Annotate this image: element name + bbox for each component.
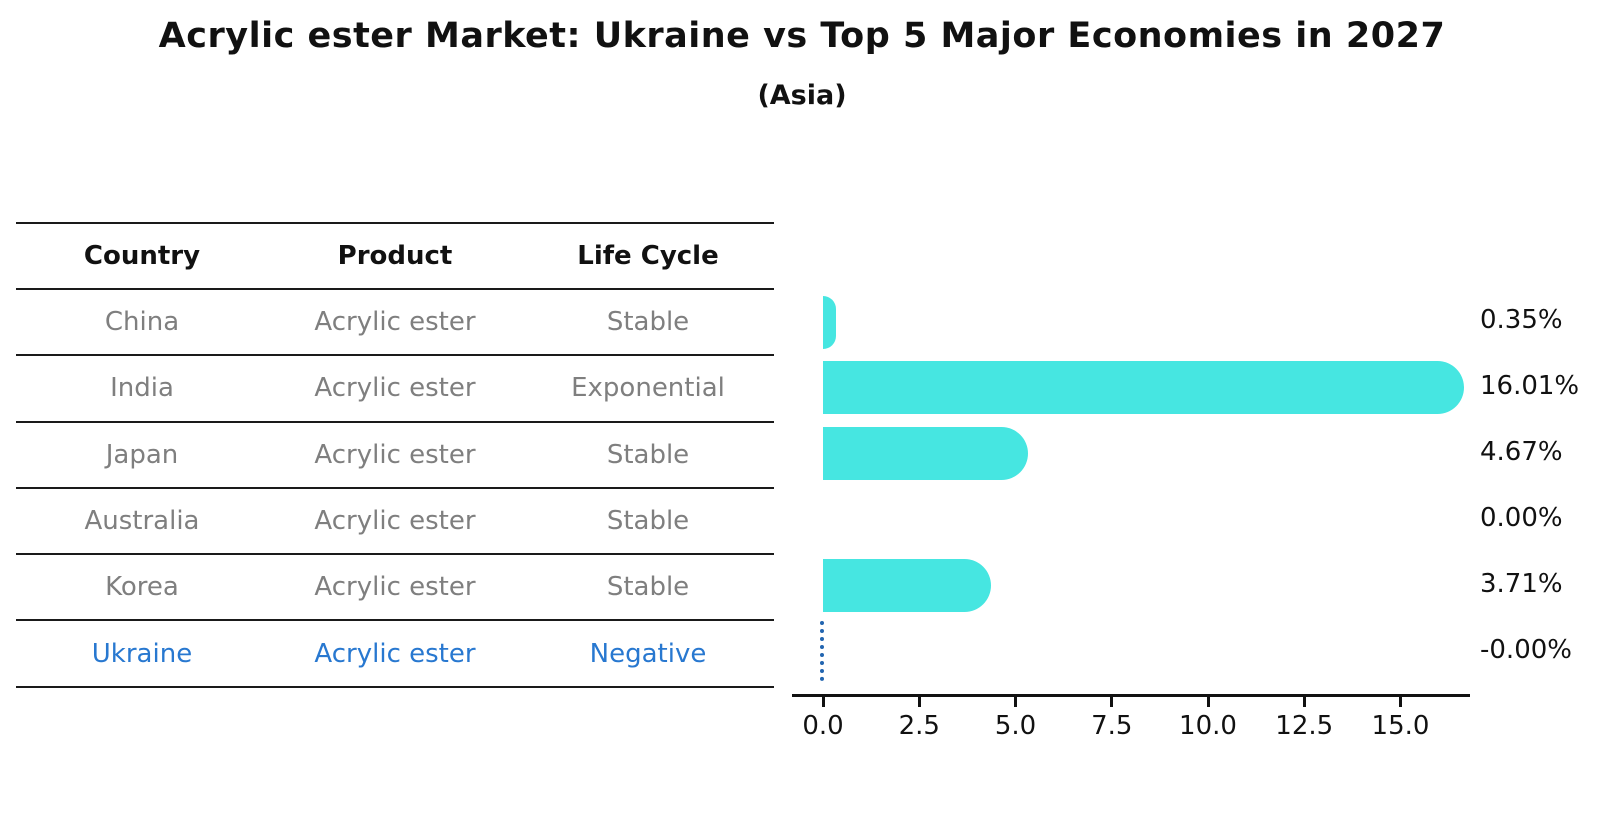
- value-label-korea: 3.71%: [1480, 568, 1563, 599]
- value-label-japan: 4.67%: [1480, 436, 1563, 467]
- cell-product: Acrylic ester: [314, 506, 476, 537]
- ukraine-zero-marker: [820, 620, 824, 681]
- x-tick-label: 0.0: [802, 711, 844, 741]
- column-header-product: Product: [337, 241, 453, 271]
- value-label-china: 0.35%: [1480, 305, 1563, 335]
- cell-country: Australia: [84, 506, 200, 537]
- x-tick-label: 12.5: [1275, 711, 1334, 741]
- x-tick-label: 5.0: [994, 711, 1037, 741]
- x-axis-tick: [821, 697, 825, 707]
- x-tick-label: 7.5: [1091, 711, 1133, 741]
- table-row: Korea Acrylic ester Stable: [16, 555, 774, 622]
- x-axis-tick: [1014, 697, 1017, 707]
- value-label-ukraine: -0.00%: [1480, 634, 1572, 665]
- cell-country: Japan: [105, 439, 179, 470]
- cell-product: Acrylic ester: [314, 307, 476, 338]
- cell-life-cycle: Stable: [606, 506, 690, 537]
- table-row: China Acrylic ester Stable: [16, 290, 774, 357]
- country-table: Country Product Life Cycle China Acrylic …: [16, 222, 774, 688]
- x-axis-tick: [1302, 697, 1306, 707]
- cell-country: Korea: [105, 572, 179, 603]
- x-axis-line: [792, 694, 1470, 697]
- table-header-row: Country Product Life Cycle: [16, 224, 774, 290]
- cell-product: Acrylic ester: [314, 439, 476, 470]
- chart-title: Acrylic ester Market: Ukraine vs Top 5 M…: [158, 16, 1446, 56]
- x-axis-tick: [1110, 697, 1114, 707]
- cell-life-cycle: Stable: [606, 572, 690, 603]
- cell-country: Ukraine: [91, 638, 193, 669]
- cell-life-cycle: Stable: [606, 307, 690, 338]
- bar-india: [823, 361, 1465, 415]
- x-tick-label: 15.0: [1371, 711, 1430, 741]
- table-row: India Acrylic ester Exponential: [16, 356, 774, 423]
- chart-subtitle: (Asia): [757, 80, 847, 111]
- table-row: Ukraine Acrylic ester Negative: [16, 621, 774, 688]
- value-label-australia: 0.00%: [1480, 502, 1563, 533]
- table-row: Japan Acrylic ester Stable: [16, 423, 774, 489]
- x-tick-label: 2.5: [898, 711, 940, 741]
- bar-korea: [823, 559, 991, 613]
- table-row: Australia Acrylic ester Stable: [16, 489, 774, 556]
- x-axis-tick: [917, 697, 921, 707]
- x-axis-tick: [1399, 697, 1402, 707]
- cell-life-cycle: Stable: [606, 439, 690, 470]
- column-header-country: Country: [83, 241, 201, 271]
- cell-life-cycle: Negative: [589, 638, 707, 669]
- bar-china: [823, 295, 837, 349]
- x-axis-tick: [1206, 697, 1210, 707]
- cell-product: Acrylic ester: [314, 572, 476, 603]
- cell-country: India: [110, 373, 174, 404]
- x-tick-label: 10.0: [1179, 711, 1237, 741]
- column-header-life-cycle: Life Cycle: [577, 241, 719, 271]
- cell-product: Acrylic ester: [314, 373, 476, 404]
- value-label-india: 16.01%: [1480, 370, 1580, 401]
- cell-life-cycle: Exponential: [571, 373, 725, 404]
- bar-japan: [823, 427, 1028, 481]
- table-body: China Acrylic ester Stable India Acrylic est…: [16, 290, 774, 688]
- cell-product: Acrylic ester: [314, 638, 476, 669]
- cell-country: China: [104, 307, 180, 338]
